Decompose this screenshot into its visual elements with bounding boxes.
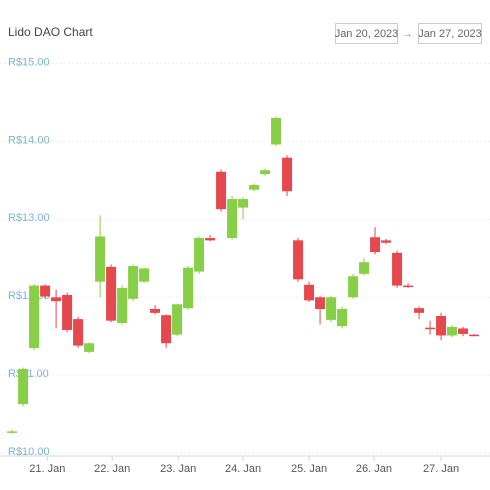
candle-body [447,326,458,336]
candle-body [337,308,348,327]
x-tick-label: 25. Jan [291,463,327,475]
candle-body [403,285,414,288]
candle-body [51,297,62,302]
candle-body [392,252,403,286]
candle-body [326,297,337,320]
candle-body [293,240,304,280]
candle-body [348,276,359,298]
candle-body [282,157,293,192]
date-to[interactable]: Jan 27, 2023 [418,28,482,40]
candle-body [95,236,106,282]
candle-body [249,185,260,190]
date-to-box[interactable] [418,23,482,44]
candle-body [18,369,29,405]
candle-body [469,334,480,337]
candle-body [7,431,18,433]
candle-body [227,199,238,239]
candle-body [183,267,194,309]
y-tick-label: R$10.00 [8,446,50,458]
candle-body [425,327,436,330]
candle-body [315,297,326,309]
candle-body [84,343,95,352]
x-tick-label: 21. Jan [29,463,65,475]
candle-body [73,319,84,346]
candle-body [172,304,183,335]
x-tick-label: 22. Jan [94,463,130,475]
candle-body [128,266,139,299]
date-from-box[interactable] [335,23,398,44]
candle-body [205,238,216,241]
x-tick-label: 24. Jan [225,463,261,475]
y-tick-label: R$13.00 [8,212,50,224]
date-from[interactable]: Jan 20, 2023 [335,28,399,40]
candle-body [359,262,370,274]
candle-body [194,238,205,272]
candle-body [414,308,425,313]
y-tick-label: R$12.00 [8,290,50,302]
candle-body [161,315,172,344]
candle-body [271,117,282,145]
y-tick-label: R$11.00 [8,368,49,380]
candle-body [150,308,161,313]
candle-body [370,237,381,253]
candle-body [29,285,40,348]
candle-body [260,170,271,175]
candle-body [381,240,392,243]
chart-title: Lido DAO Chart [8,25,93,39]
x-tick-label: 27. Jan [423,463,459,475]
candle-body [216,171,227,210]
y-tick-label: R$15.00 [8,56,50,68]
candle-body [458,328,469,334]
x-tick-label: 26. Jan [356,463,392,475]
candle-body [117,287,128,324]
y-tick-label: R$14.00 [8,134,50,146]
candle-body [436,315,447,336]
candle-body [139,268,150,282]
candle-body [304,284,315,301]
x-tick-label: 23. Jan [160,463,196,475]
candle-body [62,294,73,331]
candle-body [238,199,249,208]
candle-body [40,285,51,297]
candle-body [106,266,117,321]
date-arrow: → [402,28,413,40]
